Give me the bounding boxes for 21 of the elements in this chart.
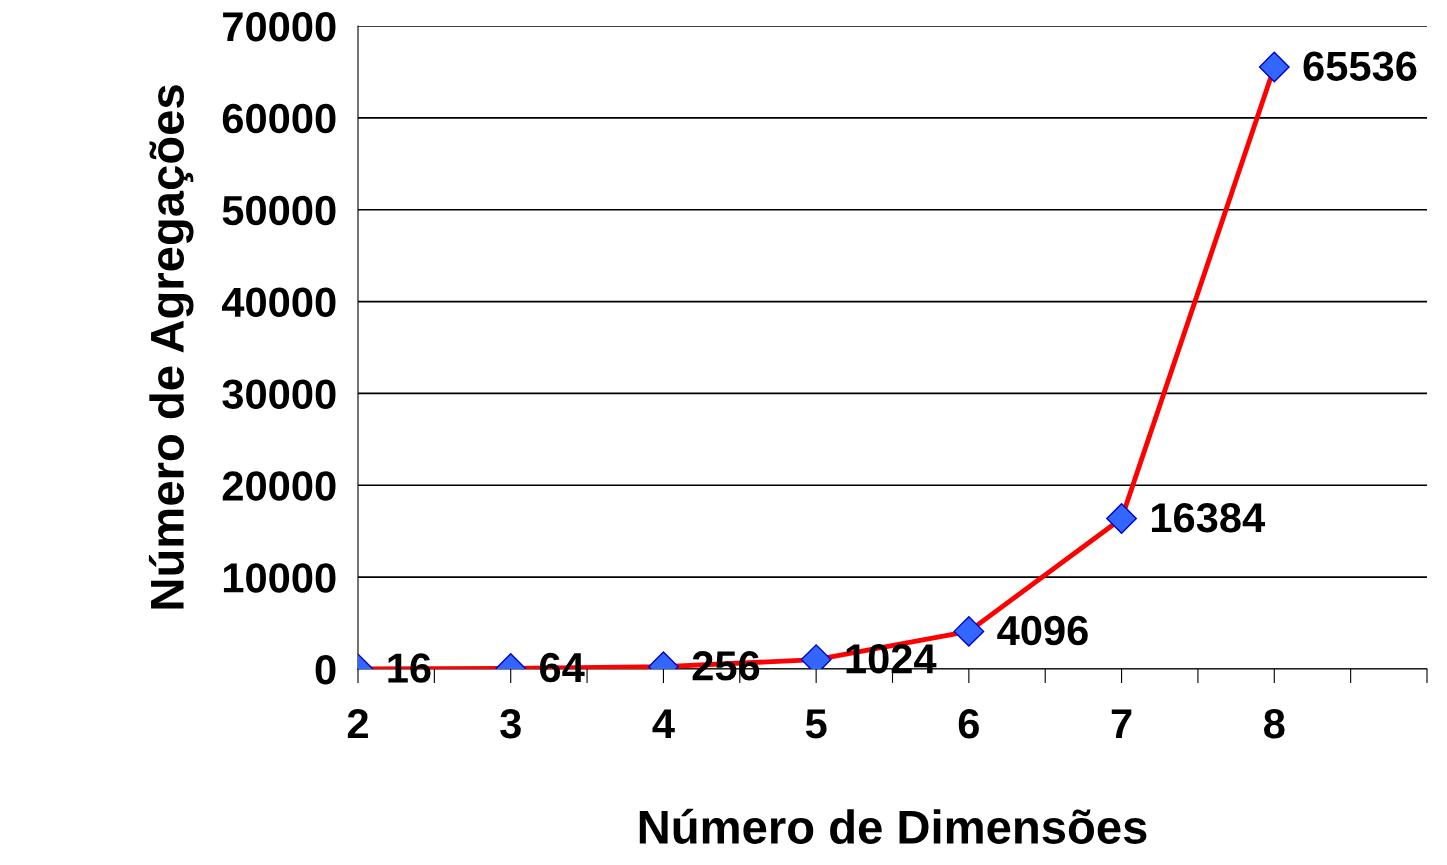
y-axis-title: Número de Agregações (148, 85, 194, 609)
data-label: 4096 (997, 615, 1088, 646)
y-tick-label: 20000 (222, 471, 336, 501)
y-tick-label: 0 (315, 655, 336, 685)
x-tick-label: 8 (1264, 708, 1285, 739)
y-tick-label: 60000 (222, 103, 336, 134)
y-tick-label: 30000 (222, 379, 336, 409)
x-tick-label: 2 (347, 708, 368, 739)
data-label: 16384 (1151, 502, 1265, 533)
y-tick-label: 40000 (221, 287, 336, 318)
data-label: 1024 (846, 644, 937, 674)
x-tick-label: 3 (500, 708, 521, 739)
y-tick-label: 70000 (223, 12, 336, 42)
x-tick-label: 7 (1111, 709, 1132, 739)
data-label: 65536 (1303, 51, 1417, 82)
x-tick-label: 6 (958, 708, 979, 739)
x-axis-title: Número de Dimensões (639, 808, 1147, 844)
x-tick-label: 5 (805, 709, 827, 739)
y-tick-label: 50000 (222, 195, 336, 226)
y-tick-label: 10000 (223, 563, 336, 593)
x-tick-label: 4 (652, 709, 675, 739)
